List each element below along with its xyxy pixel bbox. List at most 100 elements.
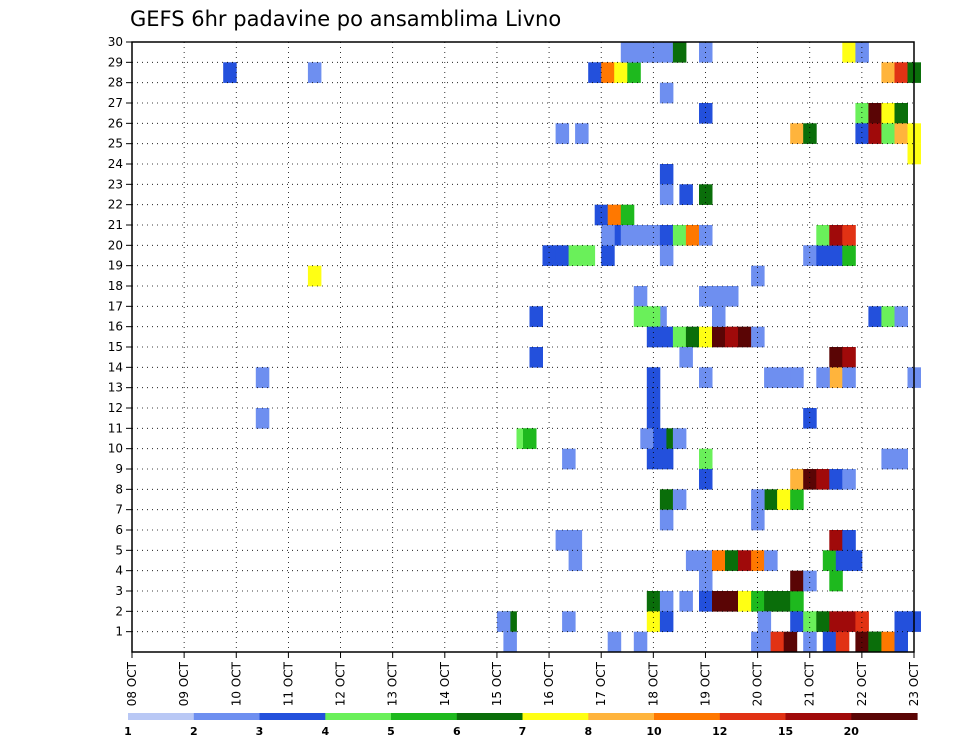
heatmap-cell — [816, 611, 830, 632]
heatmap-cell — [601, 225, 615, 246]
x-tick-label: 19 OCT — [698, 661, 712, 706]
legend-swatch — [193, 713, 261, 720]
heatmap-cell — [307, 62, 322, 83]
x-tick-label: 22 OCT — [855, 661, 869, 706]
y-tick-label: 21 — [108, 218, 123, 232]
heatmap-cell — [627, 62, 641, 83]
x-tick-label: 14 OCT — [438, 661, 452, 706]
heatmap-cell — [255, 408, 270, 429]
legend-label: 15 — [778, 725, 793, 738]
heatmap-cell — [777, 367, 791, 388]
y-tick-label: 28 — [108, 76, 123, 90]
heatmap-cell — [659, 611, 674, 632]
heatmap-cell — [255, 367, 270, 388]
heatmap-cell — [757, 611, 772, 632]
heatmap-cell — [581, 245, 596, 266]
heatmap-cell — [803, 123, 817, 144]
heatmap-cell — [842, 347, 856, 368]
heatmap-cell — [881, 448, 895, 470]
heatmap-cell — [699, 469, 713, 490]
heatmap-cell — [881, 62, 895, 83]
heatmap-cell — [790, 469, 804, 490]
heatmap-cell — [790, 123, 804, 144]
heatmap-cell — [646, 448, 661, 470]
y-tick-label: 8 — [115, 482, 123, 496]
heatmap-cell — [738, 550, 752, 571]
heatmap-cell — [620, 204, 635, 226]
x-tick-label: 09 OCT — [177, 661, 191, 706]
heatmap-cell — [659, 448, 674, 470]
heatmap-cell — [529, 347, 543, 368]
x-axis-ticks: 08 OCT 09 OCT 10 OCT 11 OCT 12 OCT 13 OCT 14 O… — [125, 652, 921, 706]
heatmap-cell — [790, 489, 804, 510]
heatmap-cell — [712, 326, 726, 348]
chart-title: GEFS 6hr padavine po ansamblima Livno — [130, 7, 561, 31]
heatmap-cell — [894, 103, 908, 124]
y-tick-label: 17 — [108, 299, 123, 313]
heatmap-cell — [679, 184, 693, 205]
heatmap-cell — [542, 245, 556, 266]
heatmap-cell — [685, 326, 700, 348]
legend-swatch — [456, 713, 524, 720]
heatmap-cell — [881, 306, 895, 327]
heatmap-cell — [607, 204, 622, 226]
heatmap-cell — [646, 408, 661, 429]
heatmap-cell — [842, 469, 856, 490]
legend-swatch — [128, 713, 195, 720]
color-legend: 1 2 3 4 5 6 7 8 10 12 15 20 — [124, 713, 918, 738]
heatmap-cell — [503, 631, 517, 653]
y-tick-label: 19 — [108, 259, 123, 273]
heatmap-cell — [555, 530, 570, 551]
grid-lines — [132, 42, 914, 652]
legend-label: 10 — [646, 725, 662, 738]
heatmap-cell — [835, 550, 850, 571]
heatmap-cell — [562, 611, 576, 632]
legend-swatch — [785, 713, 852, 720]
heatmap-cell — [751, 509, 765, 531]
heatmap-cell — [725, 286, 739, 307]
y-tick-label: 3 — [115, 584, 123, 598]
heatmap-cell — [633, 42, 648, 63]
heatmap-cell — [672, 326, 687, 348]
heatmap-cell — [659, 591, 674, 612]
heatmap-cell — [764, 367, 778, 388]
heatmap-cell — [712, 591, 726, 612]
heatmap-cell — [594, 204, 609, 226]
heatmap-cell — [529, 306, 543, 327]
heatmap-cell — [712, 550, 726, 571]
heatmap-cell — [894, 62, 908, 83]
y-axis-ticks: 1234567891011121314151617181920212223242… — [108, 35, 132, 639]
heatmap-cell — [307, 265, 322, 287]
legend-label: 8 — [584, 725, 592, 738]
heatmap-cell — [881, 123, 895, 144]
heatmap-cell — [679, 591, 693, 612]
heatmap-cell — [803, 611, 817, 632]
heatmap-cell — [816, 225, 830, 246]
y-tick-label: 23 — [108, 177, 123, 191]
heatmap-cell — [659, 164, 674, 185]
heatmap-cell — [764, 489, 778, 510]
y-tick-label: 10 — [108, 442, 123, 456]
heatmap-cell — [679, 347, 693, 368]
heatmap-cell — [555, 123, 570, 144]
legend-label: 5 — [387, 725, 395, 738]
heatmap-cell — [855, 611, 869, 632]
heatmap-cell — [725, 591, 739, 612]
heatmap-cell — [816, 469, 830, 490]
y-tick-label: 5 — [115, 543, 123, 557]
y-tick-label: 12 — [108, 401, 123, 415]
heatmap-cell — [738, 326, 752, 348]
heatmap-cell — [568, 530, 583, 551]
x-tick-label: 08 OCT — [125, 661, 139, 706]
heatmap-cell — [770, 631, 785, 653]
heatmap-cell — [764, 591, 778, 612]
heatmap-cell — [699, 591, 713, 612]
heatmap-cell — [751, 591, 765, 612]
heatmap-cell — [555, 245, 570, 266]
y-tick-label: 7 — [115, 503, 123, 517]
heatmap-cell — [751, 489, 765, 510]
heatmap-cell — [646, 611, 661, 632]
heatmap-cell — [842, 611, 856, 632]
heatmap-cell — [646, 306, 661, 327]
legend-label: 3 — [256, 725, 264, 738]
